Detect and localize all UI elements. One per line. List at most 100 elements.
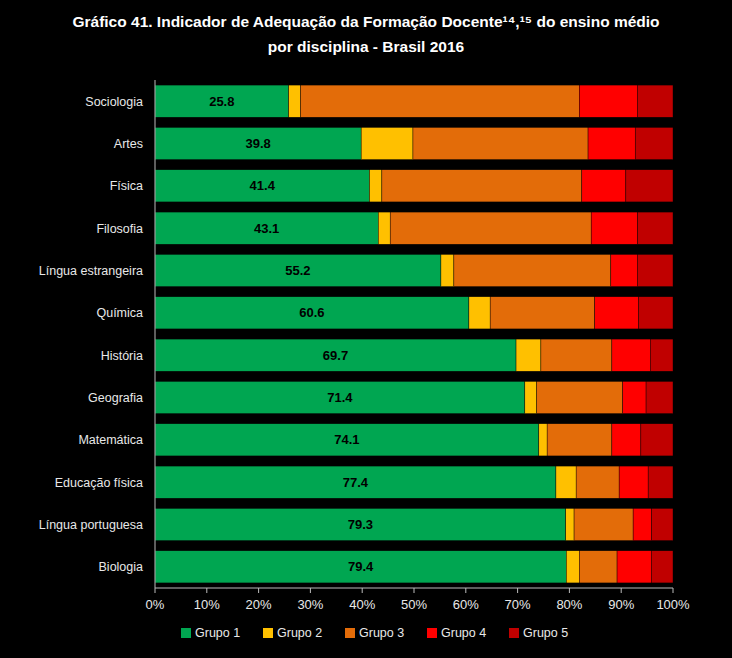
bar-segment [547, 424, 612, 456]
bar-segment [576, 466, 619, 498]
bar-segment [639, 297, 673, 329]
y-axis-line [155, 80, 156, 588]
data-label: 79.4 [348, 559, 374, 574]
bar-segment [441, 254, 454, 286]
bar-segment [155, 551, 566, 583]
legend-swatch [181, 628, 191, 638]
category-label: Língua portuguesa [39, 518, 143, 532]
data-label: 41.4 [250, 178, 276, 193]
category-label: Sociologia [85, 95, 143, 109]
bar-segment [155, 212, 378, 244]
data-label: 60.6 [299, 305, 324, 320]
legend-label: Grupo 2 [277, 626, 322, 640]
bar-segment [651, 551, 673, 583]
subtitle: por disciplina - Brasil 2016 [268, 38, 465, 55]
bar-segment [582, 170, 626, 202]
bar-segment [635, 127, 673, 159]
bar-segment [516, 339, 541, 371]
bar-segment [378, 212, 390, 244]
tick-mark [258, 588, 259, 593]
tick-label: 50% [401, 597, 427, 612]
tick-label: 70% [505, 597, 531, 612]
bar-segment [595, 297, 639, 329]
data-label: 55.2 [285, 263, 310, 278]
background [0, 0, 732, 658]
tick-label: 20% [246, 597, 272, 612]
bar-segment [155, 254, 441, 286]
data-label: 39.8 [245, 136, 270, 151]
data-label: 77.4 [343, 475, 369, 490]
bar-segment [641, 424, 673, 456]
bar-segment [574, 508, 633, 540]
legend-label: Grupo 4 [441, 626, 486, 640]
tick-mark [673, 588, 674, 593]
category-label: Física [110, 179, 143, 193]
data-label: 79.3 [348, 517, 373, 532]
category-label: Educação física [55, 476, 143, 490]
data-label: 69.7 [323, 348, 348, 363]
tick-mark [206, 588, 207, 593]
category-label: Química [96, 306, 143, 320]
tick-label: 0% [146, 597, 165, 612]
category-label: Geografia [88, 391, 143, 405]
bar-segment [612, 339, 650, 371]
bar-segment [648, 466, 673, 498]
data-label: 74.1 [334, 432, 359, 447]
data-label: 71.4 [327, 390, 353, 405]
bar-segment [617, 551, 651, 583]
legend-label: Grupo 5 [523, 626, 568, 640]
bar-segment [623, 381, 646, 413]
category-label: Matemática [78, 433, 143, 447]
bar-segment [579, 551, 617, 583]
category-label: Biologia [99, 560, 144, 574]
bar-segment [588, 127, 635, 159]
tick-label: 40% [349, 597, 375, 612]
bar-segment [454, 254, 611, 286]
bar-segment [652, 508, 673, 540]
bar-segment [650, 339, 673, 371]
bar-segment [155, 339, 516, 371]
tick-label: 100% [656, 597, 690, 612]
bar-segment [155, 127, 361, 159]
bar-segment [155, 466, 556, 498]
bar-segment [626, 170, 673, 202]
tick-label: 90% [608, 597, 634, 612]
tick-mark [155, 588, 156, 593]
category-label: Filosofia [96, 222, 143, 236]
bar-segment [155, 381, 525, 413]
bar-segment [612, 424, 641, 456]
bar-segment [155, 170, 369, 202]
tick-mark [569, 588, 570, 593]
tick-label: 30% [297, 597, 323, 612]
bar-segment [490, 297, 595, 329]
bar-segment [566, 508, 574, 540]
tick-mark [517, 588, 518, 593]
tick-mark [310, 588, 311, 593]
bars [155, 85, 673, 583]
bar-segment [369, 170, 381, 202]
bar-segment [646, 381, 673, 413]
tick-label: 60% [453, 597, 479, 612]
data-label: 25.8 [209, 94, 234, 109]
legend-swatch [263, 628, 273, 638]
bar-segment [611, 254, 637, 286]
bar-segment [633, 508, 652, 540]
category-label: História [101, 349, 143, 363]
tick-label: 80% [556, 597, 582, 612]
bar-segment [525, 381, 537, 413]
bar-segment [289, 85, 301, 117]
legend-label: Grupo 1 [195, 626, 240, 640]
bar-segment [541, 339, 612, 371]
title: Gráfico 41. Indicador de Adequação da Fo… [72, 13, 659, 30]
chart: Gráfico 41. Indicador de Adequação da Fo… [0, 0, 732, 658]
bar-segment [556, 466, 576, 498]
bar-segment [155, 85, 289, 117]
bar-segment [619, 466, 648, 498]
bar-segment [579, 85, 637, 117]
bar-segment [361, 127, 413, 159]
tick-mark [621, 588, 622, 593]
tick-mark [362, 588, 363, 593]
bar-segment [301, 85, 580, 117]
legend-swatch [345, 628, 355, 638]
tick-mark [414, 588, 415, 593]
